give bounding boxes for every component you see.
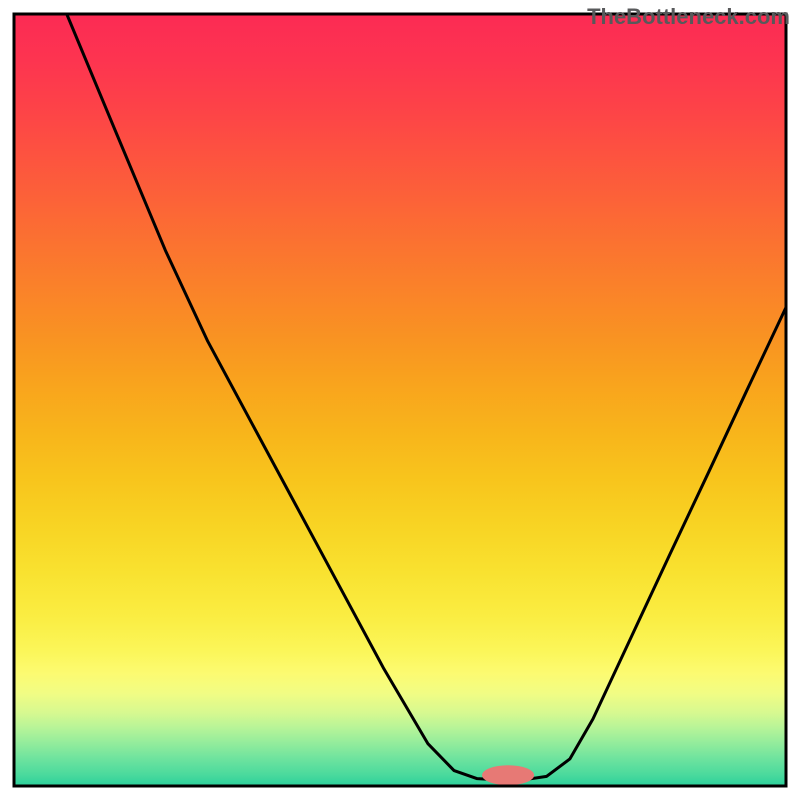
watermark-text: TheBottleneck.com [587, 4, 790, 30]
chart-container: TheBottleneck.com [0, 0, 800, 800]
bottleneck-chart [0, 0, 800, 800]
plot-background [14, 14, 786, 786]
optimal-marker [482, 765, 534, 785]
